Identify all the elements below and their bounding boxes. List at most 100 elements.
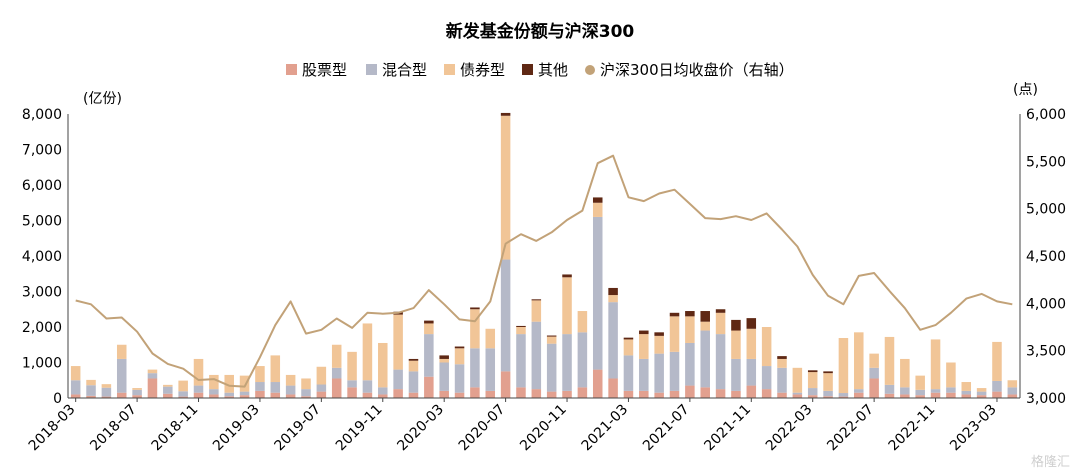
bar-segment: [86, 395, 96, 398]
bar-segment: [546, 335, 557, 337]
bar-segment: [930, 392, 941, 398]
bar-segment: [331, 378, 342, 398]
bar-segment: [700, 311, 710, 322]
bar-segment: [147, 378, 158, 398]
bar-segment: [992, 391, 1002, 398]
bar-segment: [147, 373, 158, 379]
bar-segment: [424, 334, 434, 377]
bar-segment: [900, 358, 910, 388]
bar-segment: [255, 366, 265, 383]
bar-segment: [792, 392, 803, 395]
bar-segment: [101, 387, 112, 397]
bar-segment: [746, 358, 757, 386]
bar-segment: [485, 348, 496, 391]
bar-segment: [823, 371, 833, 374]
bar-segment: [777, 358, 787, 368]
left-axis-tick-label: 1,000: [22, 356, 62, 372]
bar-segment: [731, 319, 741, 331]
bar-segment: [915, 395, 925, 398]
bar-segment: [592, 197, 603, 203]
bar-segment: [132, 389, 142, 396]
x-tick-label: 2022-11: [886, 402, 939, 455]
bar-segment: [270, 382, 281, 393]
bar-segment: [270, 392, 281, 398]
bar-segment: [669, 351, 680, 391]
bar-segment: [823, 373, 833, 391]
legend-label: 其他: [538, 61, 568, 79]
bar-segment: [239, 391, 250, 396]
bar-segment: [70, 394, 81, 398]
left-axis-tick-label: 3,000: [22, 285, 62, 301]
bar-segment: [807, 395, 818, 398]
bar-segment: [930, 389, 941, 393]
bar-segment: [439, 355, 449, 359]
legend-marker: [444, 64, 455, 75]
bar-segment: [777, 392, 787, 398]
bar-segment: [301, 389, 311, 397]
bar-segment: [132, 395, 142, 398]
bar-segment: [255, 382, 265, 391]
bar-segment: [854, 392, 864, 398]
bar-segment: [746, 318, 757, 329]
bar-segment: [731, 330, 741, 359]
bar-segment: [915, 375, 925, 390]
bar-segment: [823, 390, 833, 397]
x-tick-label: 2021-07: [640, 402, 693, 455]
bar-segment: [500, 115, 511, 260]
bar-segment: [639, 330, 649, 335]
legend-marker: [366, 64, 377, 75]
bar-segment: [485, 390, 496, 398]
bar-segment: [301, 378, 311, 390]
bar-segment: [669, 316, 680, 352]
bar-segment: [976, 388, 987, 392]
bar-segment: [546, 343, 557, 392]
bar-segment: [654, 335, 664, 354]
bar-segment: [715, 334, 726, 390]
left-axis-tick-label: 5,000: [22, 214, 62, 230]
bar-segment: [454, 392, 465, 398]
bar-segment: [1007, 394, 1018, 398]
bar-segment: [378, 342, 388, 388]
bar-segment: [854, 332, 864, 390]
bar-segment: [163, 384, 173, 387]
bar-segment: [761, 366, 772, 390]
bar-segment: [592, 202, 603, 217]
bar-segment: [807, 372, 818, 389]
bar-segment: [193, 392, 204, 398]
bar-segment: [408, 392, 419, 398]
bar-segment: [838, 338, 849, 394]
bar-segment: [577, 332, 588, 388]
bar-segment: [424, 376, 434, 398]
bar-segment: [623, 390, 634, 398]
bar-segment: [961, 394, 972, 398]
bar-segment: [116, 358, 127, 393]
bar-segment: [424, 323, 434, 335]
bar-segment: [777, 367, 787, 393]
bar-segment: [654, 353, 664, 393]
bar-segment: [623, 339, 634, 356]
bar-segment: [608, 302, 618, 379]
legend-marker-index: [585, 65, 595, 75]
bar-segment: [577, 387, 588, 398]
bar-segment: [516, 387, 526, 398]
bar-segment: [992, 380, 1002, 392]
bar-segment: [362, 323, 373, 381]
bar-segment: [316, 391, 327, 398]
legend-marker: [286, 64, 297, 75]
bar-segment: [393, 369, 403, 390]
bar-segment: [209, 394, 219, 398]
bar-segment: [685, 342, 695, 386]
bar-segment: [470, 307, 480, 310]
bar-segment: [623, 355, 634, 391]
left-axis-unit: (亿份): [83, 91, 122, 107]
bar-segment: [838, 393, 849, 397]
x-tick-label: 2023-03: [947, 402, 1000, 455]
left-axis-tick-label: 0: [53, 391, 62, 407]
bar-segment: [86, 385, 96, 396]
legend-label: 沪深300日均收盘价（右轴）: [600, 61, 794, 79]
bar-segment: [116, 392, 127, 398]
right-axis-unit: (点): [1013, 82, 1038, 98]
bar-segment: [362, 392, 373, 398]
bar-segment: [746, 385, 757, 398]
